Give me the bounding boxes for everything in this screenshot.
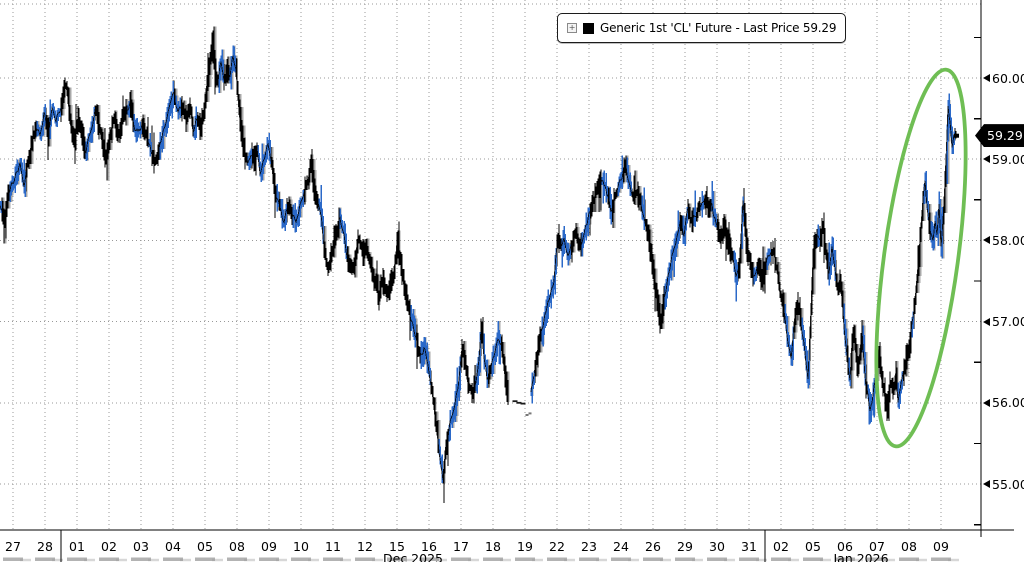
x-tick-label: 03 bbox=[133, 539, 149, 554]
x-tick-label: 11 bbox=[325, 539, 341, 554]
x-tick-label: 19 bbox=[517, 539, 533, 554]
y-tick-arrow-icon bbox=[983, 480, 990, 488]
y-tick-arrow-icon bbox=[983, 236, 990, 245]
y-tick-label: 58.00 bbox=[983, 232, 1024, 248]
legend-expand-icon[interactable]: + bbox=[567, 23, 577, 33]
month-label: Jan 2026 bbox=[833, 551, 889, 562]
x-tick-label: 05 bbox=[197, 539, 213, 554]
sparse-trading-marks bbox=[512, 400, 532, 416]
x-tick-label: 27 bbox=[5, 539, 21, 554]
x-tick-label: 02 bbox=[101, 539, 117, 554]
y-tick-arrow-icon bbox=[983, 317, 990, 326]
y-tick-text: 60.00 bbox=[992, 70, 1024, 86]
x-tick-label: 26 bbox=[645, 539, 661, 554]
x-tick-label: 08 bbox=[229, 539, 245, 554]
x-tick-label: 01 bbox=[69, 539, 85, 554]
legend[interactable]: + Generic 1st 'CL' Future - Last Price 5… bbox=[557, 13, 847, 43]
x-tick-label: 22 bbox=[549, 539, 565, 554]
x-tick-label: 07 bbox=[869, 539, 885, 554]
x-tick-label: 02 bbox=[773, 539, 789, 554]
last-trade-marker bbox=[954, 133, 959, 138]
x-tick-label: 05 bbox=[805, 539, 821, 554]
highlight-ellipse-annotation bbox=[874, 67, 968, 449]
last-price-badge: 59.29 bbox=[975, 124, 1024, 148]
x-tick-label: 10 bbox=[293, 539, 309, 554]
x-tick-label: 29 bbox=[677, 539, 693, 554]
price-series bbox=[0, 26, 957, 503]
y-tick-label: 55.00 bbox=[983, 476, 1024, 492]
y-tick-text: 59.00 bbox=[992, 151, 1024, 167]
y-tick-label: 59.00 bbox=[983, 151, 1024, 167]
y-tick-text: 58.00 bbox=[992, 232, 1024, 248]
y-tick-arrow-icon bbox=[983, 155, 990, 164]
x-tick-label: 24 bbox=[613, 539, 629, 554]
y-tick-text: 56.00 bbox=[992, 395, 1024, 411]
x-tick-label: 06 bbox=[837, 539, 853, 554]
x-tick-label: 08 bbox=[901, 539, 917, 554]
x-tick-label: 09 bbox=[933, 539, 949, 554]
x-tick-label: 23 bbox=[581, 539, 597, 554]
month-label: Dec 2025 bbox=[383, 551, 443, 562]
x-tick-label: 28 bbox=[37, 539, 53, 554]
y-tick-label: 56.00 bbox=[983, 395, 1024, 411]
bottom-strip bbox=[3, 557, 959, 562]
y-tick-arrow-icon bbox=[983, 398, 990, 407]
y-tick-label: 60.00 bbox=[983, 70, 1024, 86]
x-tick-label: 31 bbox=[741, 539, 757, 554]
y-tick-label: 57.00 bbox=[983, 314, 1024, 330]
x-tick-label: 09 bbox=[261, 539, 277, 554]
x-tick-label: 15 bbox=[389, 539, 405, 554]
legend-label: Generic 1st 'CL' Future - Last Price 59.… bbox=[600, 21, 837, 35]
y-tick-text: 57.00 bbox=[992, 314, 1024, 330]
y-tick-text: 55.00 bbox=[992, 476, 1024, 492]
x-tick-label: 16 bbox=[421, 539, 437, 554]
x-tick-label: 30 bbox=[709, 539, 725, 554]
x-tick-label: 04 bbox=[165, 539, 181, 554]
x-tick-label: 18 bbox=[485, 539, 501, 554]
legend-series-swatch bbox=[583, 22, 594, 34]
y-tick-arrow-icon bbox=[983, 74, 990, 82]
last-price-value: 59.29 bbox=[987, 128, 1023, 144]
x-tick-label: 12 bbox=[357, 539, 373, 554]
x-tick-label: 17 bbox=[453, 539, 469, 554]
